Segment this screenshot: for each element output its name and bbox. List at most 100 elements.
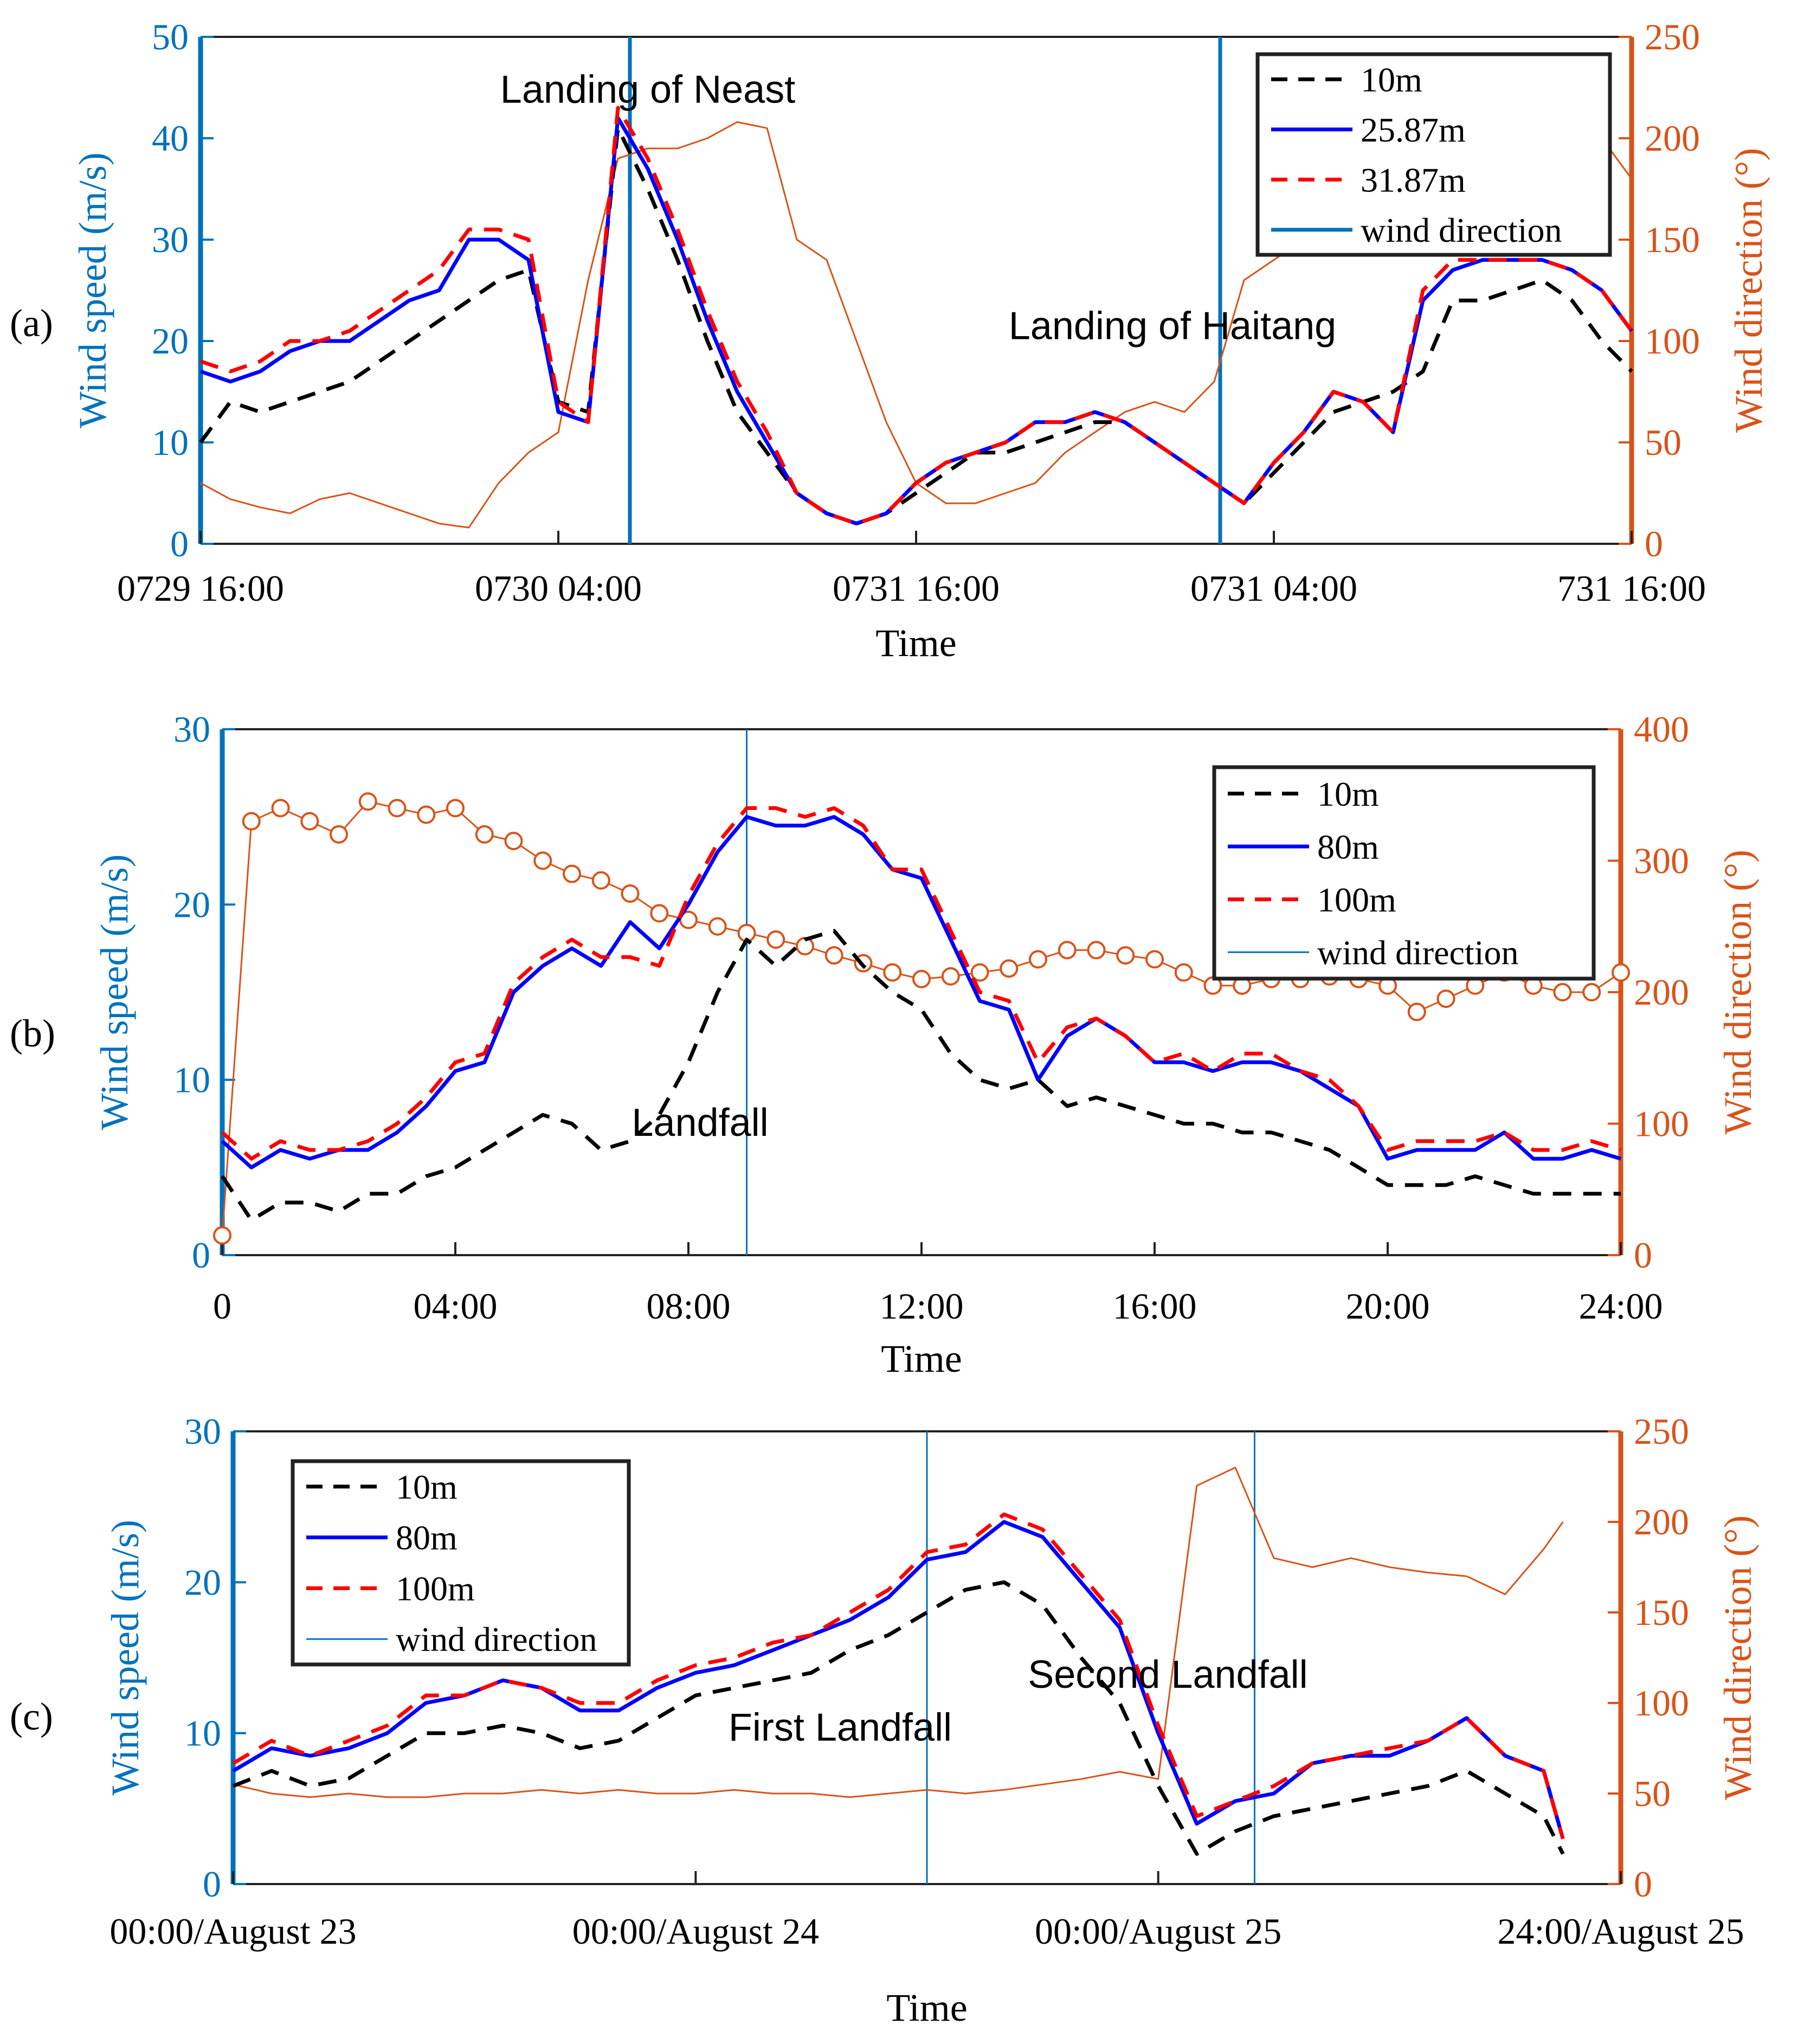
panel-label: (a): [10, 301, 53, 345]
legend: 10m 80m 100m wind direction: [291, 1459, 631, 1667]
x-axis-title: Time: [875, 621, 956, 665]
x-axis-title: Time: [881, 1337, 962, 1380]
left-y-tick-label: 0: [192, 1235, 210, 1276]
wind-direction-point: [591, 871, 610, 890]
left-y-tick-label: 10: [152, 422, 189, 463]
x-tick-label: 12:00: [880, 1285, 964, 1327]
right-y-tick-label: 200: [1645, 118, 1700, 159]
x-tick-label: 24:00/August 25: [1497, 1911, 1744, 1952]
x-axis-title: Time: [886, 1986, 967, 2029]
wind-direction-point: [213, 1226, 231, 1245]
right-y-tick-label: 400: [1634, 709, 1689, 750]
legend-entry-label: 25.87m: [1361, 111, 1466, 149]
left-y-tick-label: 50: [152, 16, 189, 57]
right-y-tick-label: 0: [1634, 1863, 1652, 1905]
x-tick-label: 0730 04:00: [475, 568, 642, 609]
wind-direction-point: [1029, 950, 1047, 969]
right-y-tick-label: 150: [1634, 1592, 1689, 1633]
series-100m: [232, 1512, 1565, 1840]
right-y-tick-label: 200: [1634, 1501, 1689, 1542]
left-y-tick-label: 10: [173, 1059, 210, 1101]
wind-direction-point: [388, 799, 407, 818]
series-line: [233, 1467, 1564, 1798]
wind-direction-point: [330, 825, 348, 844]
wind-direction-point: [883, 963, 902, 982]
legend-entry-label: 10m: [1361, 60, 1422, 99]
wind-direction-point: [824, 946, 843, 965]
wind-direction-point: [504, 832, 523, 851]
series-line: [221, 806, 1622, 1161]
wind-direction-point: [417, 805, 436, 824]
legend-box: [1255, 52, 1612, 257]
wind-direction-point: [1000, 959, 1019, 978]
x-tick-label: 0731 04:00: [1190, 568, 1357, 609]
wind-direction-point: [912, 969, 931, 988]
right-y-axis-title: Wind direction (°): [1716, 1515, 1760, 1801]
left-y-tick-label: 20: [184, 1561, 221, 1603]
x-tick-label: 0731 16:00: [833, 568, 1000, 609]
left-y-tick-label: 20: [152, 320, 189, 362]
left-y-tick-label: 30: [152, 219, 189, 260]
right-y-tick-label: 200: [1634, 972, 1689, 1013]
right-y-tick-label: 150: [1645, 219, 1700, 260]
left-y-tick-label: 30: [184, 1411, 221, 1452]
right-y-tick-label: 300: [1634, 840, 1689, 882]
series-line: [221, 929, 1621, 1222]
annotation-label: Second Landfall: [1028, 1653, 1307, 1696]
legend-box: [291, 1459, 631, 1667]
wind-direction-point: [650, 904, 669, 923]
series-80m: [221, 815, 1622, 1169]
left-y-axis-title: Wind speed (m/s): [71, 152, 114, 428]
left-y-tick-label: 0: [170, 523, 189, 564]
series-line: [199, 106, 1633, 526]
wind-direction-point: [1145, 950, 1164, 969]
left-y-tick-label: 10: [184, 1713, 221, 1754]
left-y-axis-title: Wind speed (m/s): [104, 1520, 147, 1796]
right-y-tick-label: 0: [1634, 1235, 1652, 1276]
panel-label: (c): [10, 1695, 53, 1738]
x-tick-label: 24:00: [1579, 1285, 1663, 1327]
left-y-tick-label: 40: [152, 118, 189, 159]
right-y-axis-title: Wind direction (°): [1716, 850, 1760, 1135]
wind-direction-point: [1174, 963, 1193, 982]
chart-panel-3: (c) 0 10 20 30 0 50 100 150 200 250 00:00/August 23…: [10, 1411, 1760, 2029]
x-tick-label: 00:00/August 23: [109, 1911, 356, 1952]
wind-direction-point: [1407, 1002, 1426, 1021]
x-tick-label: 04:00: [414, 1285, 498, 1327]
series-line: [232, 1580, 1565, 1856]
wind-direction-point: [533, 851, 552, 870]
panel-label: (b): [10, 1012, 55, 1055]
legend-box: [1212, 765, 1596, 981]
legend: 10m 25.87m 31.87m wind direction: [1255, 52, 1612, 257]
wind-direction-point: [242, 812, 261, 831]
wind-direction-point: [563, 864, 581, 883]
series-line: [232, 1512, 1565, 1840]
x-tick-label: 731 16:00: [1557, 568, 1706, 609]
right-y-tick-label: 0: [1645, 523, 1663, 564]
annotation-label: Landfall: [632, 1101, 768, 1145]
left-y-tick-label: 20: [173, 884, 210, 925]
wind-direction-point: [941, 967, 960, 986]
legend-entry-label: 10m: [1317, 775, 1379, 813]
x-tick-label: 00:00/August 24: [572, 1911, 819, 1952]
annotation-label: First Landfall: [729, 1706, 952, 1750]
series-100m: [221, 806, 1622, 1161]
series-line: [199, 126, 1633, 526]
wind-direction-point: [475, 825, 494, 844]
legend-entry-label: 80m: [1317, 827, 1379, 866]
wind-direction-point: [796, 937, 814, 956]
wind-direction-point: [1087, 941, 1106, 960]
wind-direction-point: [1436, 989, 1455, 1008]
x-tick-label: 16:00: [1113, 1285, 1197, 1327]
wind-direction-point: [1116, 946, 1135, 965]
wind-direction-point: [1553, 983, 1572, 1001]
wind-direction-point: [1582, 983, 1601, 1001]
legend: 10m 80m 100m wind direction: [1212, 765, 1596, 981]
legend-entry-label: 80m: [396, 1519, 458, 1557]
right-y-tick-label: 250: [1645, 16, 1700, 57]
annotation-label: Landing of Neast: [500, 68, 795, 112]
legend-entry-label: 10m: [396, 1468, 458, 1506]
